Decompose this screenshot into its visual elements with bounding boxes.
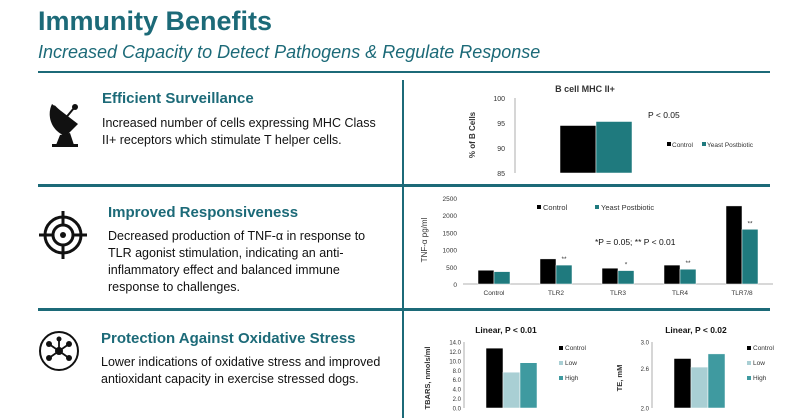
- chart-te: Linear, P < 0.02 TE, mM 2.0 2.6 3.0 Control Lo…: [615, 325, 775, 413]
- column-divider: [402, 80, 404, 418]
- bar-control: [559, 125, 597, 174]
- bar-yeast-postbiotic: [741, 229, 759, 285]
- section-body-oxidative: Lower indications of oxidative stress an…: [101, 355, 381, 386]
- bar-control: [539, 258, 557, 285]
- bar-control: [673, 358, 692, 409]
- legend-swatch: [747, 376, 751, 380]
- y-tick-label: 2.6: [641, 367, 650, 373]
- significance-mark: **: [685, 260, 691, 267]
- x-tick-label: TLR3: [610, 290, 626, 297]
- bar-control: [663, 264, 681, 285]
- legend-label: Yeast Postbiotic: [707, 142, 754, 149]
- bar-yeast-postbiotic: [617, 270, 635, 285]
- y-tick-label: 2500: [443, 196, 458, 203]
- legend-label: Control: [565, 345, 587, 352]
- y-tick-label: 0: [453, 282, 457, 289]
- legend-swatch: [747, 361, 751, 365]
- y-tick-label: 90: [497, 146, 505, 153]
- bar-yeast-postbiotic: [555, 264, 573, 285]
- y-tick-label: 1000: [443, 248, 458, 255]
- x-tick-label: TLR2: [548, 290, 564, 297]
- chart-title: B cell MHC II+: [555, 84, 615, 94]
- legend-swatch: [702, 142, 706, 146]
- significance-mark: **: [561, 256, 567, 263]
- x-tick-label: TLR7/8: [731, 290, 753, 297]
- section-divider-1: [38, 184, 770, 187]
- significance-mark: **: [747, 220, 753, 227]
- y-tick-label: 6.0: [453, 378, 462, 384]
- bar-yeast-postbiotic: [595, 121, 633, 174]
- legend-label: High: [565, 375, 579, 382]
- legend-label: Yeast Postbiotic: [601, 203, 654, 212]
- legend-swatch: [747, 346, 751, 350]
- legend-swatch: [537, 205, 541, 209]
- bar-high: [707, 353, 726, 409]
- y-tick-label: 500: [446, 265, 457, 272]
- chart-title: Linear, P < 0.01: [475, 325, 537, 335]
- bar-control: [601, 267, 619, 285]
- satellite-dish-icon: [44, 98, 86, 153]
- y-tick-label: 1500: [443, 230, 458, 237]
- y-tick-label: 14.0: [449, 341, 461, 347]
- page-title: Immunity Benefits: [38, 6, 273, 36]
- bar-control: [485, 347, 504, 409]
- section-body-surveillance: Increased number of cells expressing MHC…: [102, 116, 376, 147]
- section-title-oxidative: Protection Against Oxidative Stress: [101, 330, 356, 347]
- header-divider: [38, 71, 770, 73]
- chart-tnf-alpha: TNF-α pg/ml 0 500 1000 1500 2000 2500 Control TL…: [420, 196, 773, 297]
- legend-swatch: [559, 361, 563, 365]
- y-tick-label: 95: [497, 121, 505, 128]
- section-title-responsiveness: Improved Responsiveness: [108, 204, 299, 221]
- chart-bcell-mhc: B cell MHC II+ % of B Cells 85 90 95 100 P < 0…: [468, 84, 754, 178]
- significance-mark: *: [625, 262, 628, 269]
- molecule-icon: [38, 330, 80, 377]
- bar-low: [690, 366, 709, 409]
- y-tick-label: 10.0: [449, 359, 461, 365]
- y-tick-label: 12.0: [449, 350, 461, 356]
- y-tick-label: 3.0: [641, 341, 650, 347]
- chart-tbars: Linear, P < 0.01 TBARS, nmols/ml 0.0 2.0 4.0…: [423, 325, 587, 413]
- legend-swatch: [559, 376, 563, 380]
- bar-control: [725, 205, 743, 285]
- chart-title: Linear, P < 0.02: [665, 325, 727, 335]
- y-tick-label: 2.0: [453, 397, 462, 403]
- annotation-p-value: *P = 0.05; ** P < 0.01: [595, 237, 676, 247]
- y-tick-label: 2000: [443, 213, 458, 220]
- section-title-surveillance: Efficient Surveillance: [102, 90, 254, 107]
- legend-label: Control: [672, 142, 694, 149]
- page-subtitle: Increased Capacity to Detect Pathogens &…: [38, 42, 541, 62]
- target-icon: [38, 210, 88, 265]
- y-tick-label: 85: [497, 171, 505, 178]
- bar-high: [519, 362, 538, 409]
- legend-swatch: [595, 205, 599, 209]
- bar-control: [477, 269, 495, 285]
- x-tick-label: TLR4: [672, 290, 688, 297]
- y-tick-label: 2.0: [641, 407, 650, 413]
- section-divider-2: [38, 308, 770, 311]
- bar-yeast-postbiotic: [493, 271, 511, 285]
- y-tick-label: 4.0: [453, 388, 462, 394]
- legend-label: Low: [565, 360, 577, 367]
- y-axis-label: TE, mM: [615, 365, 624, 392]
- legend-label: Control: [543, 203, 568, 212]
- bar-low: [502, 371, 521, 409]
- legend-swatch: [559, 346, 563, 350]
- y-tick-label: 100: [493, 96, 505, 103]
- legend-swatch: [667, 142, 671, 146]
- y-axis-label: TBARS, nmols/ml: [423, 347, 432, 410]
- y-axis-label: TNF-α pg/ml: [420, 217, 429, 262]
- legend-label: High: [753, 375, 767, 382]
- legend-label: Low: [753, 360, 765, 367]
- bar-yeast-postbiotic: [679, 268, 697, 285]
- y-tick-label: 8.0: [453, 369, 462, 375]
- annotation-p-value: P < 0.05: [648, 110, 680, 120]
- y-axis-label: % of B Cells: [468, 111, 477, 158]
- section-body-responsiveness: Decreased production of TNF-α in respons…: [108, 229, 366, 294]
- x-tick-label: Control: [484, 290, 506, 297]
- y-tick-label: 0.0: [453, 407, 462, 413]
- legend-label: Control: [753, 345, 775, 352]
